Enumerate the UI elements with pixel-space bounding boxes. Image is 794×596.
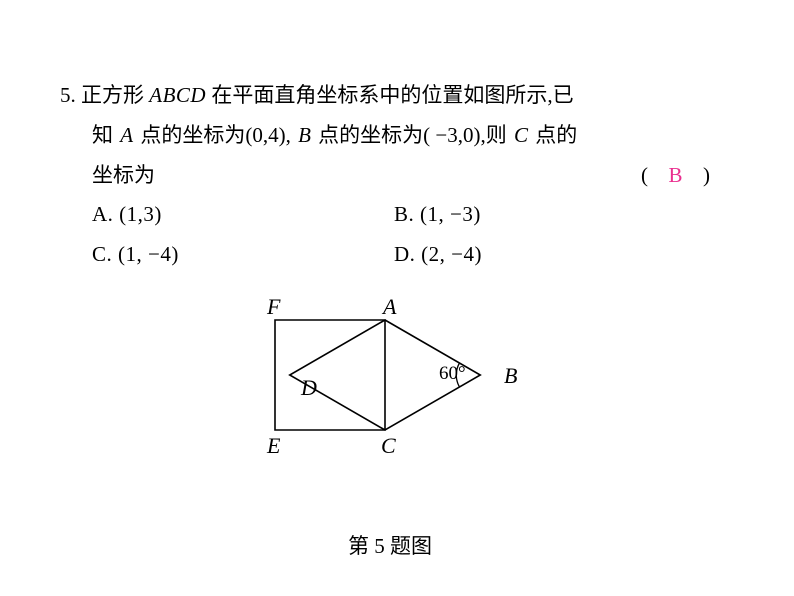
label-A: A [383,294,396,320]
square-ACEF [275,320,385,430]
label-D: D [301,375,317,401]
label-C: C [381,433,396,459]
option-C: C. (1, −4) [92,242,179,267]
qnum: 5. [60,83,76,107]
q-line3: 坐标为 [92,162,155,189]
q-l2-pre: 知 [92,123,113,147]
paren-close: ) [703,163,710,187]
q-line1-post: 在平面直角坐标系中的位置如图所示,已 [211,83,573,107]
label-B: B [504,363,517,389]
q-l2-B: B [298,123,311,147]
figure: F A E C D B 60° [255,295,555,495]
q-line1-pre: 正方形 [81,83,144,107]
q-l3: 坐标为 [92,163,155,187]
q-l2-post: 点的 [535,123,577,147]
figure-caption: 第 5 题图 [290,530,490,560]
option-A: A. (1,3) [92,202,162,227]
q-l2-mid1: 点的坐标为(0,4), [140,123,291,147]
answer-paren: ( B ) [641,162,710,189]
option-B: B. (1, −3) [394,202,481,227]
option-D: D. (2, −4) [394,242,482,267]
question-number: 5. 正方形 ABCD 在平面直角坐标系中的位置如图所示,已 [60,82,574,109]
q-l2-mid2: 点的坐标为( −3,0),则 [318,123,507,147]
figure-svg [255,295,555,495]
label-E: E [267,433,280,459]
answer-letter: B [669,163,683,187]
label-F: F [267,294,280,320]
q-line2: 知 A 点的坐标为(0,4), B 点的坐标为( −3,0),则 C 点的 [92,122,577,149]
paren-open: ( [641,163,648,187]
angle-text: 60° [439,363,466,385]
q-l2-C: C [514,123,528,147]
q-l2-A: A [120,123,133,147]
q-abcd: ABCD [149,83,206,107]
